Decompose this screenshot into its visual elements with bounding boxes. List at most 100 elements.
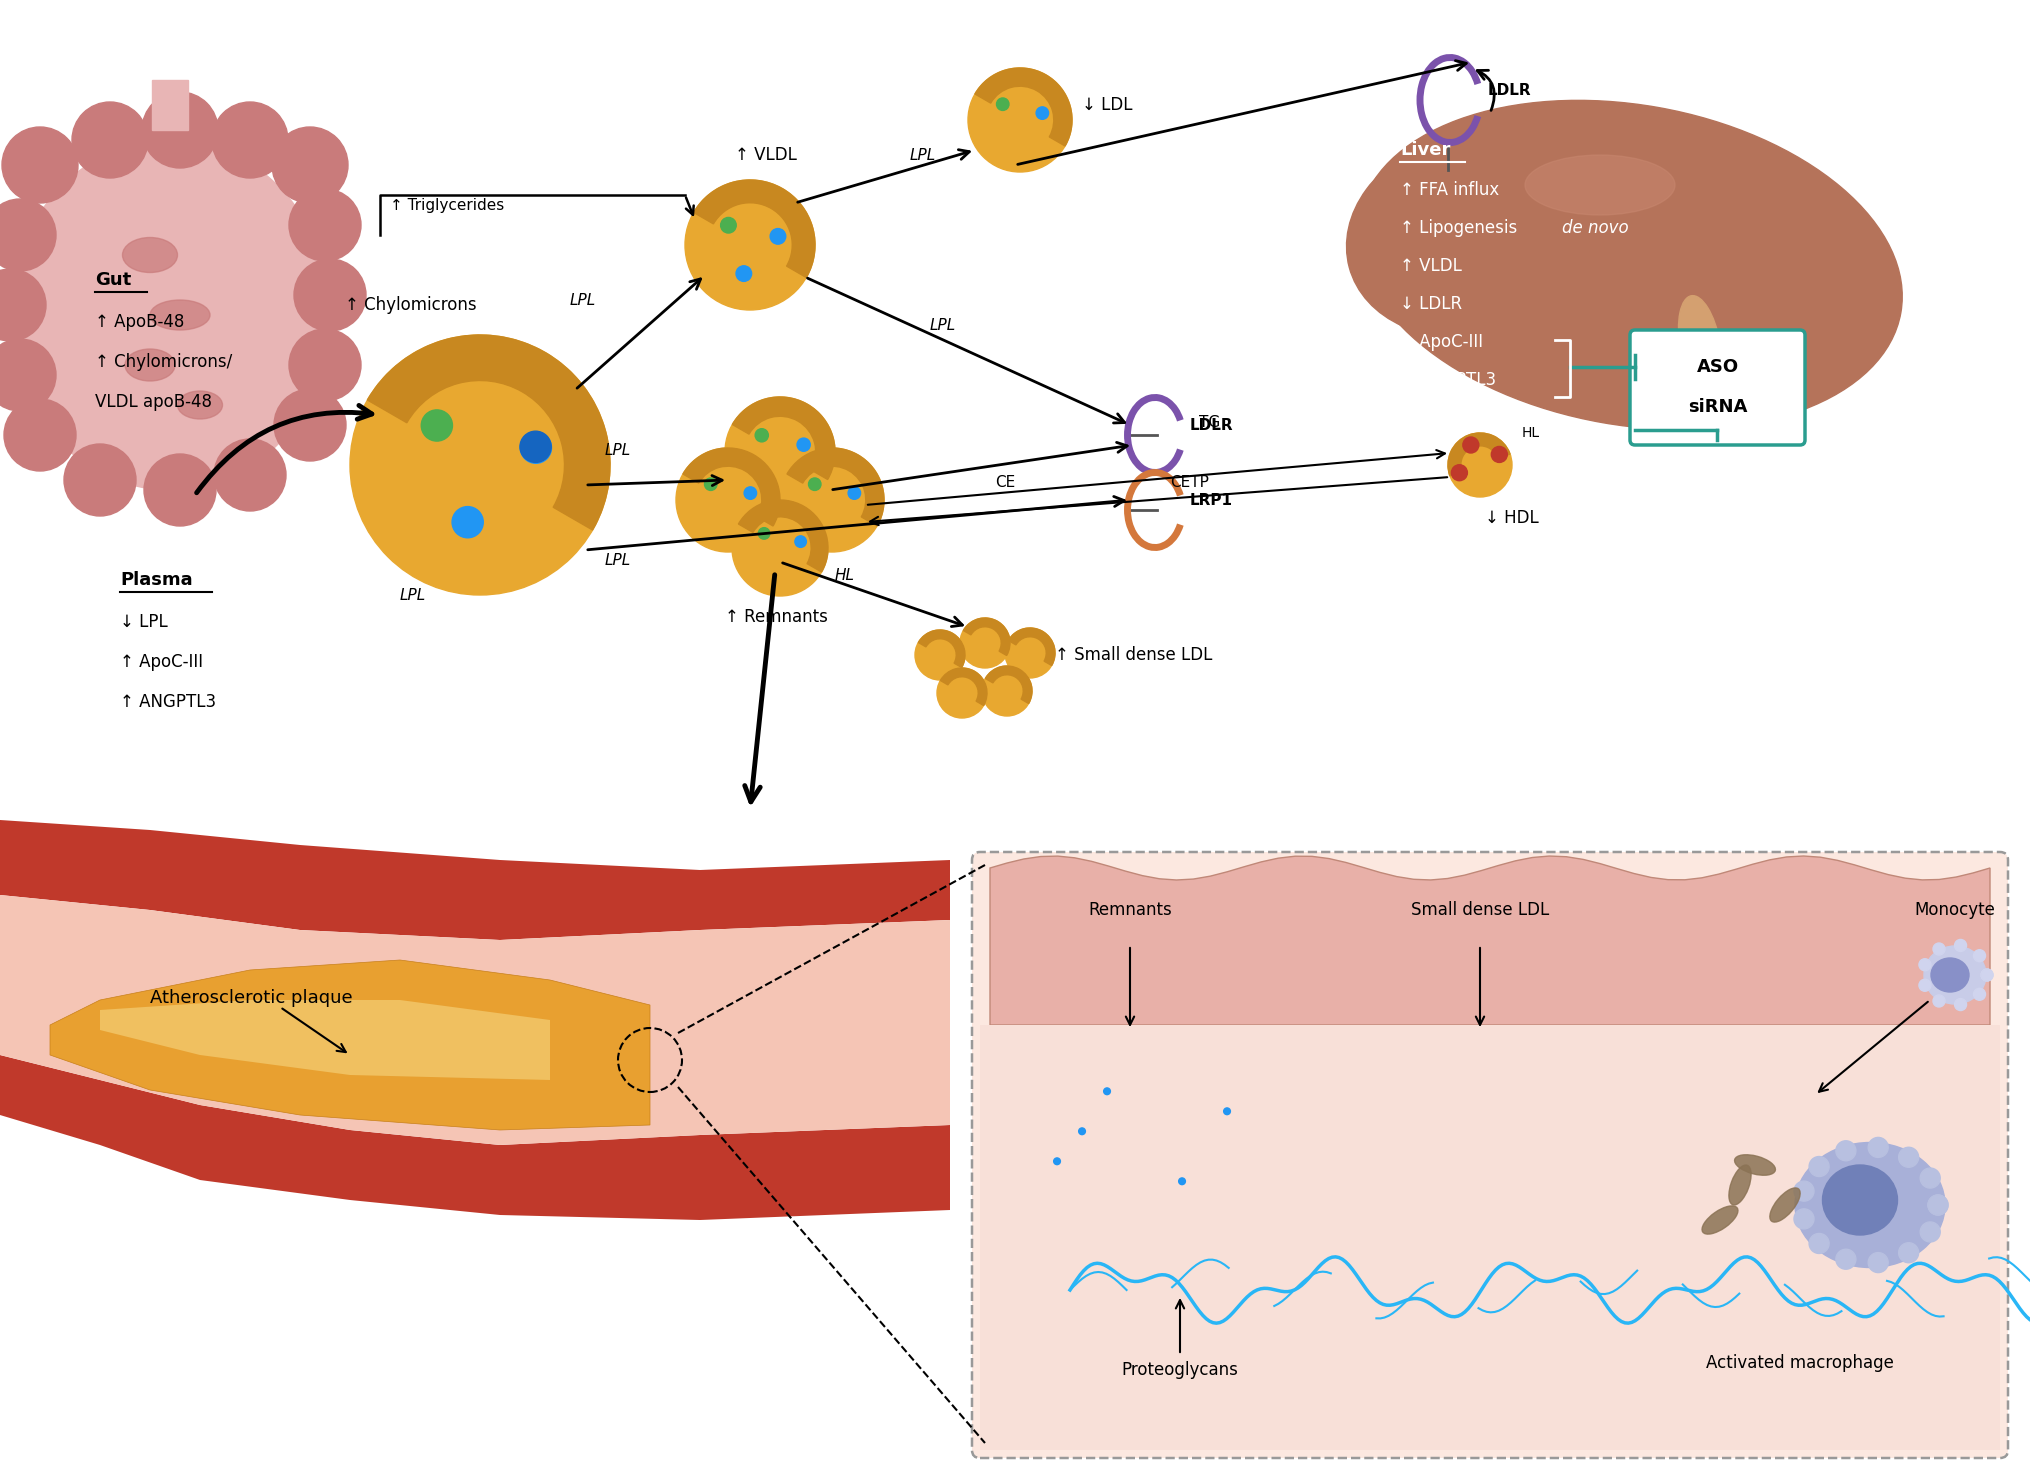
Circle shape bbox=[1179, 1178, 1186, 1185]
Ellipse shape bbox=[177, 391, 223, 419]
Circle shape bbox=[1104, 1088, 1110, 1094]
Circle shape bbox=[1928, 1195, 1949, 1214]
Circle shape bbox=[1447, 434, 1512, 497]
Wedge shape bbox=[1500, 1137, 1543, 1172]
Circle shape bbox=[520, 432, 552, 463]
Circle shape bbox=[676, 448, 780, 552]
Wedge shape bbox=[1447, 434, 1510, 476]
Circle shape bbox=[916, 630, 964, 680]
Circle shape bbox=[938, 668, 987, 718]
Text: ↑ Chylomicrons: ↑ Chylomicrons bbox=[345, 296, 477, 314]
Circle shape bbox=[1809, 1156, 1829, 1176]
Text: LRP1: LRP1 bbox=[1190, 494, 1232, 508]
Text: HL: HL bbox=[1522, 426, 1541, 440]
Circle shape bbox=[1464, 437, 1478, 453]
Wedge shape bbox=[1449, 1083, 1492, 1116]
Polygon shape bbox=[51, 960, 650, 1130]
Wedge shape bbox=[739, 500, 828, 571]
Circle shape bbox=[1054, 1157, 1060, 1165]
Circle shape bbox=[1918, 958, 1931, 971]
Circle shape bbox=[65, 444, 136, 516]
Circle shape bbox=[144, 454, 215, 526]
Text: VLDL apoB-48: VLDL apoB-48 bbox=[95, 393, 211, 412]
Text: ↓ HDL: ↓ HDL bbox=[1486, 508, 1539, 527]
Text: LPL: LPL bbox=[605, 552, 631, 568]
Circle shape bbox=[1898, 1242, 1918, 1263]
Circle shape bbox=[211, 103, 288, 179]
Ellipse shape bbox=[10, 141, 331, 489]
Wedge shape bbox=[1145, 1157, 1198, 1198]
Circle shape bbox=[968, 67, 1072, 171]
Text: Remnants: Remnants bbox=[1088, 901, 1171, 919]
Ellipse shape bbox=[1525, 155, 1675, 215]
Polygon shape bbox=[0, 1055, 950, 1220]
Circle shape bbox=[1188, 1087, 1242, 1143]
Text: LPL: LPL bbox=[605, 442, 631, 459]
Circle shape bbox=[808, 478, 820, 491]
Circle shape bbox=[1496, 1137, 1543, 1184]
Text: ↑ VLDL: ↑ VLDL bbox=[735, 146, 798, 164]
Circle shape bbox=[4, 398, 75, 472]
Circle shape bbox=[1918, 979, 1931, 992]
Circle shape bbox=[1809, 1234, 1829, 1254]
Circle shape bbox=[1868, 1253, 1888, 1273]
Circle shape bbox=[1920, 1222, 1941, 1242]
Text: ↓ LDLR: ↓ LDLR bbox=[1401, 294, 1462, 314]
Circle shape bbox=[1973, 949, 1985, 961]
Wedge shape bbox=[1480, 1052, 1522, 1087]
Text: Liver: Liver bbox=[1401, 141, 1449, 160]
FancyBboxPatch shape bbox=[972, 853, 2008, 1458]
Wedge shape bbox=[367, 335, 609, 530]
Circle shape bbox=[704, 478, 717, 491]
Circle shape bbox=[1478, 1052, 1522, 1097]
Circle shape bbox=[1955, 939, 1967, 951]
Circle shape bbox=[755, 429, 767, 442]
Circle shape bbox=[759, 527, 769, 539]
Circle shape bbox=[288, 330, 361, 401]
Text: Plasma: Plasma bbox=[120, 571, 193, 589]
Text: Gut: Gut bbox=[95, 271, 132, 289]
Circle shape bbox=[1981, 968, 1993, 982]
Circle shape bbox=[1427, 1190, 1474, 1235]
Circle shape bbox=[272, 127, 347, 204]
Wedge shape bbox=[1009, 628, 1056, 665]
Circle shape bbox=[1795, 1209, 1815, 1229]
Circle shape bbox=[1955, 999, 1967, 1011]
Circle shape bbox=[274, 390, 345, 461]
Circle shape bbox=[1451, 464, 1468, 481]
Ellipse shape bbox=[1346, 133, 1594, 337]
Text: de novo: de novo bbox=[1561, 218, 1628, 237]
Ellipse shape bbox=[1679, 296, 1721, 394]
Text: LDLR: LDLR bbox=[1488, 84, 1531, 98]
Ellipse shape bbox=[1730, 1165, 1752, 1206]
Circle shape bbox=[213, 440, 286, 511]
Circle shape bbox=[520, 431, 552, 463]
Text: Activated macrophage: Activated macrophage bbox=[1705, 1354, 1894, 1373]
Circle shape bbox=[721, 217, 737, 233]
Polygon shape bbox=[991, 856, 1989, 1026]
Wedge shape bbox=[1192, 1087, 1242, 1130]
Circle shape bbox=[1835, 1250, 1855, 1269]
Text: ↑ ANGPTL3: ↑ ANGPTL3 bbox=[120, 693, 215, 711]
Ellipse shape bbox=[1358, 101, 1902, 429]
Text: LPL: LPL bbox=[909, 148, 936, 163]
Ellipse shape bbox=[150, 300, 209, 330]
Circle shape bbox=[288, 189, 361, 261]
Circle shape bbox=[1041, 1108, 1098, 1163]
Text: Small dense LDL: Small dense LDL bbox=[1411, 901, 1549, 919]
Circle shape bbox=[960, 618, 1011, 668]
Circle shape bbox=[0, 199, 57, 271]
FancyBboxPatch shape bbox=[1630, 330, 1805, 445]
Text: TG: TG bbox=[1200, 415, 1220, 431]
Circle shape bbox=[1933, 943, 1945, 955]
Circle shape bbox=[142, 92, 217, 168]
Circle shape bbox=[0, 338, 57, 412]
Circle shape bbox=[349, 335, 609, 595]
Circle shape bbox=[1397, 1147, 1443, 1193]
Wedge shape bbox=[1070, 1067, 1123, 1109]
Text: Proteoglycans: Proteoglycans bbox=[1121, 1361, 1238, 1379]
Text: ↓ LDL: ↓ LDL bbox=[1082, 97, 1133, 114]
Circle shape bbox=[1795, 1181, 1815, 1201]
Ellipse shape bbox=[1924, 946, 1985, 1004]
Circle shape bbox=[1928, 1195, 1949, 1214]
